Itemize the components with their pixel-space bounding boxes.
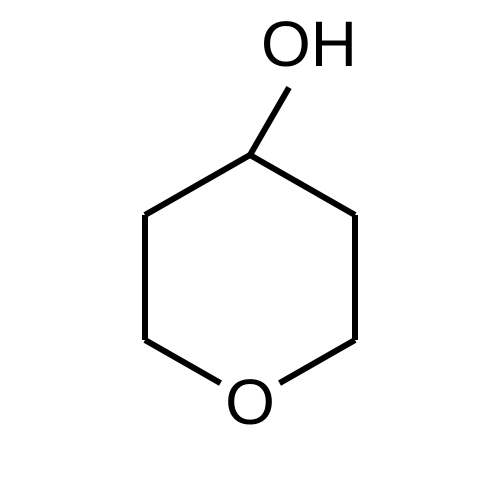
atom-label-oh: OH [261,8,357,80]
atom-label-o_ring: O [225,366,275,438]
molecule-diagram: O OH [0,0,500,500]
